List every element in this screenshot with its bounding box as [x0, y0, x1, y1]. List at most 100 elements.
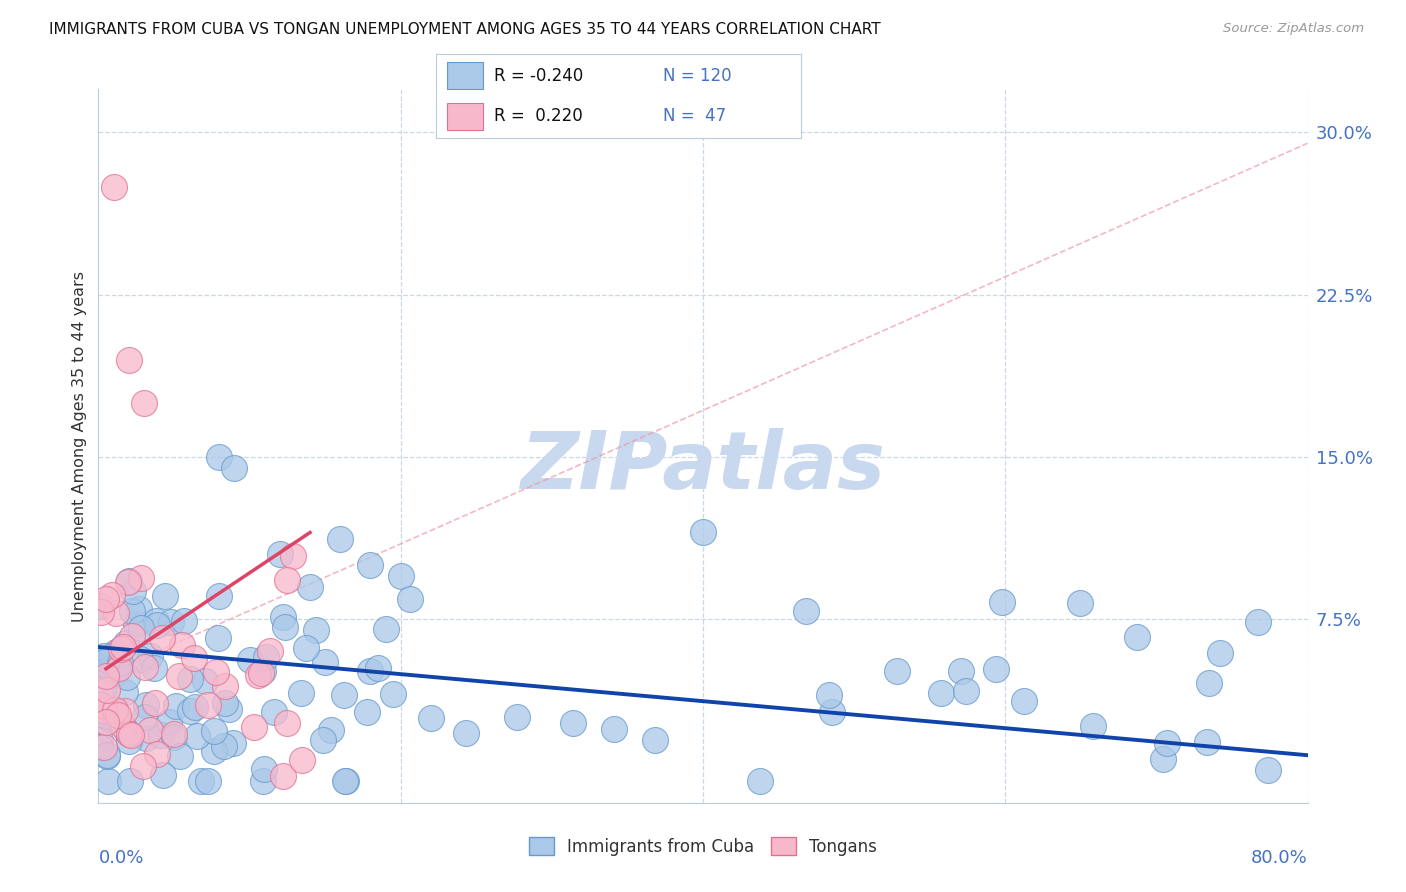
Point: [128, 652, 150, 666]
Point: [374, 622, 396, 636]
Point: [96, 749, 118, 764]
Point: [93, 739, 115, 754]
Point: [134, 660, 156, 674]
Point: [197, 774, 219, 789]
Point: [103, 703, 125, 717]
Point: [94, 715, 117, 730]
Point: [150, 631, 173, 645]
Point: [794, 604, 817, 618]
Legend: Immigrants from Cuba, Tongans: Immigrants from Cuba, Tongans: [522, 830, 884, 863]
Point: [271, 769, 294, 783]
Point: [100, 588, 122, 602]
Point: [214, 739, 236, 753]
Point: [107, 708, 129, 723]
Point: [105, 709, 128, 723]
Point: [173, 614, 195, 628]
Text: R =  0.220: R = 0.220: [495, 107, 583, 125]
Point: [121, 583, 143, 598]
Point: [114, 704, 136, 718]
Text: Source: ZipAtlas.com: Source: ZipAtlas.com: [1223, 22, 1364, 36]
Point: [748, 774, 770, 789]
Point: [271, 610, 294, 624]
Point: [886, 664, 908, 678]
Point: [367, 661, 389, 675]
Point: [1012, 694, 1035, 708]
Point: [94, 669, 117, 683]
Point: [269, 547, 291, 561]
Point: [107, 661, 129, 675]
Point: [294, 641, 316, 656]
Point: [96, 653, 118, 667]
Point: [132, 396, 155, 410]
Text: ZIPatlas: ZIPatlas: [520, 428, 886, 507]
Point: [97, 774, 120, 789]
Point: [644, 733, 666, 747]
Point: [118, 774, 141, 789]
Text: N = 120: N = 120: [662, 67, 731, 85]
Point: [128, 602, 150, 616]
Point: [184, 699, 207, 714]
Point: [204, 744, 226, 758]
Point: [90, 665, 112, 679]
Point: [273, 620, 295, 634]
Point: [305, 623, 328, 637]
Point: [283, 549, 305, 564]
Point: [118, 574, 141, 588]
Point: [103, 666, 125, 681]
Point: [603, 722, 626, 736]
Bar: [447, 62, 484, 89]
Text: 80.0%: 80.0%: [1251, 849, 1308, 867]
Point: [243, 720, 266, 734]
Point: [276, 715, 298, 730]
Point: [312, 733, 335, 747]
Point: [821, 705, 844, 719]
Text: 0.0%: 0.0%: [98, 849, 143, 867]
Point: [89, 739, 111, 754]
Point: [359, 664, 381, 678]
Bar: [447, 103, 484, 130]
Point: [91, 682, 114, 697]
Point: [186, 729, 208, 743]
Point: [419, 711, 441, 725]
Point: [208, 589, 231, 603]
Point: [991, 595, 1014, 609]
Point: [179, 704, 201, 718]
Point: [96, 682, 118, 697]
Point: [115, 670, 138, 684]
Point: [254, 650, 277, 665]
Point: [103, 179, 125, 194]
Point: [121, 629, 143, 643]
Point: [224, 460, 246, 475]
Point: [1069, 596, 1091, 610]
Point: [143, 696, 166, 710]
Point: [183, 651, 205, 665]
Point: [929, 686, 952, 700]
Point: [333, 688, 356, 702]
Point: [263, 705, 285, 719]
Point: [89, 733, 111, 747]
Point: [506, 709, 529, 723]
Point: [246, 668, 269, 682]
Point: [111, 719, 134, 733]
Point: [152, 768, 174, 782]
Point: [1126, 631, 1149, 645]
Point: [208, 450, 231, 464]
Point: [118, 734, 141, 748]
Point: [134, 709, 156, 723]
Point: [118, 352, 141, 367]
Point: [329, 532, 352, 546]
Point: [276, 574, 298, 588]
Point: [562, 715, 585, 730]
Point: [382, 687, 405, 701]
Point: [150, 728, 173, 742]
Point: [335, 774, 357, 789]
Y-axis label: Unemployment Among Ages 35 to 44 years: Unemployment Among Ages 35 to 44 years: [72, 270, 87, 622]
Point: [101, 648, 124, 663]
Point: [692, 525, 714, 540]
Point: [389, 568, 412, 582]
Point: [984, 662, 1007, 676]
Point: [398, 592, 420, 607]
Point: [138, 648, 160, 663]
Point: [360, 558, 382, 572]
Point: [153, 589, 176, 603]
